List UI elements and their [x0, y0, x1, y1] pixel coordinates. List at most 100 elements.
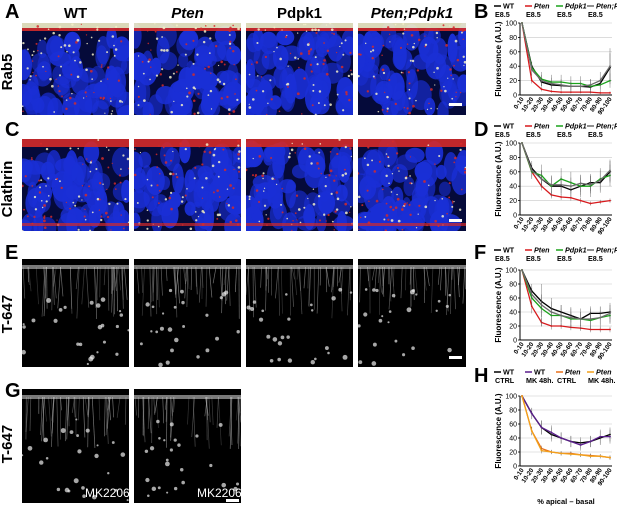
panel-letter-e: E: [5, 242, 19, 264]
data-point: [599, 179, 602, 182]
data-point: [521, 142, 523, 144]
y-tick-label: 0: [513, 93, 517, 100]
y-tick-label: 80: [509, 155, 517, 162]
legend-sub: E8.5: [526, 130, 541, 139]
y-tick-label: 80: [509, 282, 517, 289]
legend-sub: E8.5: [526, 10, 541, 19]
y-tick-label: 60: [509, 169, 517, 176]
data-point: [521, 269, 523, 271]
data-point: [589, 318, 592, 320]
y-tick-label: 20: [509, 78, 517, 85]
data-point: [530, 79, 533, 82]
data-point: [599, 455, 602, 458]
micrograph-rab5-0: [22, 23, 129, 115]
data-point: [609, 169, 611, 172]
panel-letter-d: D: [474, 119, 489, 141]
series-line-pten: [521, 142, 611, 205]
series-line-wt_mk: [521, 395, 610, 446]
data-point: [530, 412, 533, 415]
legend-name: Pten;Pdpk1: [596, 2, 617, 11]
legend-name: Pten: [534, 2, 550, 11]
data-point: [550, 431, 553, 434]
data-point: [540, 79, 543, 82]
y-tick-label: 40: [509, 436, 517, 443]
panel-letter-f: F: [474, 242, 487, 264]
y-tick-label: 0: [513, 464, 517, 471]
data-point: [550, 90, 553, 93]
y-tick-label: 60: [509, 49, 517, 56]
y-axis-label: Fluorescence (A.U.): [494, 141, 503, 216]
series-wt: [521, 22, 611, 90]
legend-name: WT: [503, 368, 515, 377]
y-tick-label: 100: [505, 141, 517, 148]
y-tick-label: 0: [513, 213, 517, 220]
data-point: [609, 312, 611, 315]
series-line-pten: [521, 269, 610, 331]
data-point: [550, 82, 553, 85]
data-point: [589, 183, 592, 186]
data-point: [569, 453, 572, 455]
micrograph-rab5-3: [358, 23, 466, 115]
mk2206-label-2: MK2206: [197, 486, 242, 500]
data-point: [550, 451, 553, 453]
legend-sub: MK 48h.: [526, 376, 554, 385]
data-point: [589, 84, 592, 86]
data-point: [579, 453, 582, 456]
data-point: [530, 169, 533, 172]
series-wt: [521, 142, 611, 199]
legend-sub: E8.5: [557, 10, 572, 19]
legend-sub: E8.5: [495, 254, 510, 263]
micrograph-clathrin-0: [22, 139, 129, 231]
series-line-wt: [521, 269, 611, 320]
series-pten_mk: [521, 395, 611, 460]
y-tick-label: 100: [505, 21, 517, 28]
legend-sub: CTRL: [495, 376, 515, 385]
chart-b: WTE8.5PtenE8.5Pdpk1E8.5Pten;Pdpk1E8.5020…: [494, 2, 617, 116]
y-tick-label: 40: [509, 310, 517, 317]
data-point: [599, 91, 602, 94]
row-label-t647-e: T-647: [0, 294, 16, 334]
legend-name: WT: [534, 368, 546, 377]
data-point: [579, 444, 582, 446]
y-tick-label: 0: [513, 338, 517, 345]
data-point: [569, 316, 572, 319]
series-ptenpdpk1: [521, 142, 611, 195]
data-point: [530, 68, 533, 71]
legend-name: Pdpk1: [565, 122, 587, 131]
legend-sub: CTRL: [557, 376, 577, 385]
data-point: [540, 178, 543, 180]
data-point: [599, 435, 602, 438]
data-point: [609, 435, 611, 438]
series-line-pdpk1: [521, 142, 611, 188]
series-pten: [521, 22, 611, 95]
series-ptenpdpk1: [521, 22, 611, 93]
data-point: [560, 314, 563, 317]
data-point: [609, 328, 611, 331]
panel-letter-a: A: [5, 1, 20, 23]
legend-name: Pten: [534, 246, 550, 255]
data-point: [579, 182, 582, 185]
data-point: [609, 456, 611, 459]
series-pten: [521, 142, 611, 206]
scale-bar-g: [226, 499, 239, 502]
micrograph-t647-g-1: [134, 389, 241, 503]
scale-bar-e: [449, 356, 462, 359]
y-axis-label: Fluorescence (A.U.): [494, 393, 503, 468]
legend-sub: E8.5: [557, 130, 572, 139]
series-line-pdpk1: [521, 269, 611, 322]
column-label-wt: WT: [63, 5, 88, 22]
series-line-wt: [521, 142, 611, 191]
chart-f: WTE8.5PtenE8.5Pdpk1E8.5Pten;Pdpk1E8.5020…: [494, 246, 617, 361]
